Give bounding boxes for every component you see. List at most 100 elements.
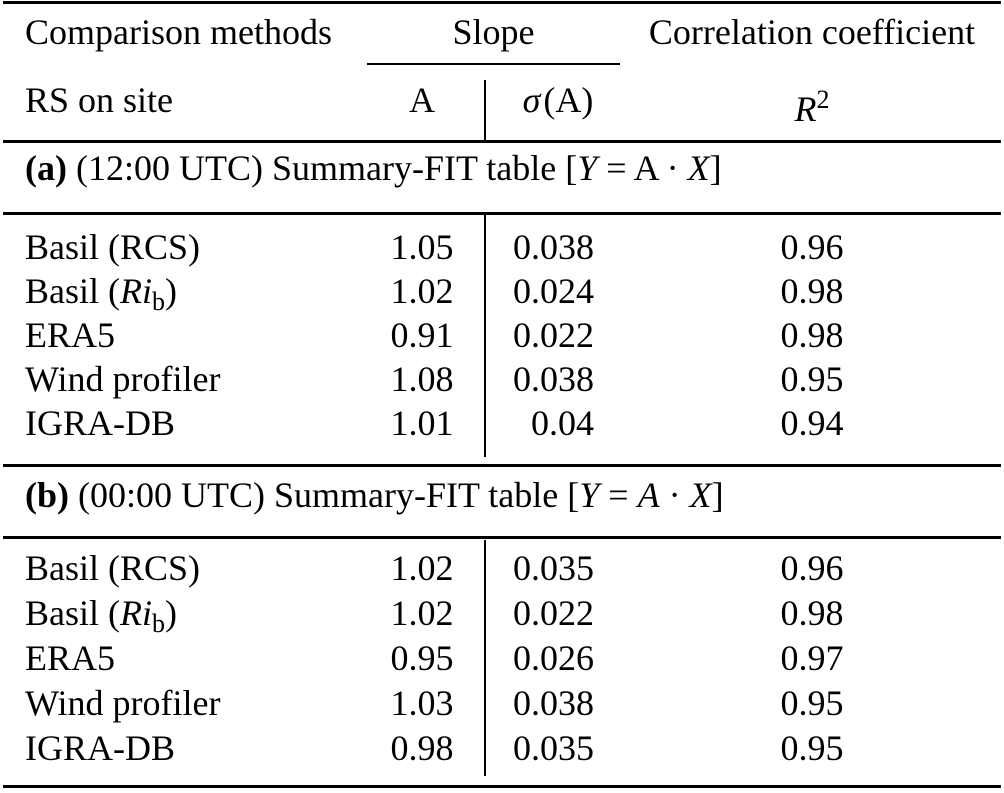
method-italic: Ri	[120, 593, 152, 633]
section-a-title-text: (a) (12:00 UTC) Summary-FIT table [Y = A…	[25, 146, 985, 190]
header-row-columns: RS on site A σ(A) R2	[0, 78, 1004, 129]
method-cell: Basil (Rib)	[25, 269, 365, 316]
header-col-sigma-a: σ(A)	[484, 78, 632, 122]
slope-a-value: 1.01	[390, 403, 454, 443]
section-b-title-post: ]	[711, 475, 724, 515]
slope-a-value: 1.02	[390, 548, 454, 588]
method-text: ERA5	[25, 315, 115, 355]
slope-a-value: 1.03	[390, 683, 454, 723]
sigma-a-value: 0.022	[513, 315, 594, 355]
sigma-a-value: 0.038	[513, 227, 594, 267]
formula-dot: ·	[659, 475, 690, 515]
slope-a-value: 1.02	[390, 271, 454, 311]
formula-y: Y	[579, 475, 600, 515]
section-a-title-post: ]	[709, 148, 722, 188]
section-b-title-pre: (00:00 UTC) Summary-FIT table [	[69, 475, 580, 515]
column-divider-section-a	[483, 215, 486, 457]
method-cell: IGRA-DB	[25, 726, 365, 770]
sigma-a-value: 0.026	[513, 638, 594, 678]
r-squared-value: 0.98	[780, 271, 844, 311]
slope-a-value: 1.08	[390, 359, 454, 399]
method-text: Wind profiler	[25, 683, 221, 723]
sigma-symbol: σ	[522, 80, 541, 120]
section-a-title: (a) (12:00 UTC) Summary-FIT table [Y = A…	[0, 146, 1004, 190]
rule-bottom	[3, 785, 1001, 788]
method-cell: ERA5	[25, 313, 365, 357]
method-text: Basil (	[25, 271, 120, 311]
column-divider-section-b	[483, 540, 486, 776]
formula-eq: =	[597, 148, 634, 188]
formula-x: X	[687, 148, 710, 188]
method-cell: Basil (RCS)	[25, 546, 365, 590]
slope-a-value: 0.95	[390, 638, 454, 678]
rule-below-section-b-title	[3, 536, 1001, 539]
r-squared-value: 0.97	[780, 638, 844, 678]
table-row: IGRA-DB 1.01 0.04 0.94	[0, 401, 1004, 445]
table-row: Basil (Rib) 1.02 0.024 0.98	[0, 269, 1004, 316]
table-row: Basil (RCS) 1.05 0.038 0.96	[0, 225, 1004, 269]
table-row: ERA5 0.91 0.022 0.98	[0, 313, 1004, 357]
formula-a: A	[637, 475, 660, 515]
sigma-a-value: 0.024	[513, 271, 594, 311]
formula-dot: ·	[657, 148, 688, 188]
method-text: Basil (RCS)	[25, 548, 201, 588]
sigma-a-value: 0.035	[513, 728, 594, 768]
r-squared-value: 0.94	[780, 403, 844, 443]
r-squared-value: 0.96	[780, 227, 844, 267]
table-row: Wind profiler 1.03 0.038 0.95	[0, 681, 1004, 725]
method-text: ERA5	[25, 638, 115, 678]
column-divider-header	[483, 80, 486, 140]
slope-a-value: 0.98	[390, 728, 454, 768]
sigma-a-value: 0.035	[513, 548, 594, 588]
header-rs-on-site: RS on site	[25, 80, 174, 120]
header-slope: Slope	[452, 12, 535, 52]
method-cell: Basil (Rib)	[25, 591, 365, 638]
table-row: IGRA-DB 0.98 0.035 0.95	[0, 726, 1004, 770]
sigma-a-value: 0.022	[513, 593, 594, 633]
formula-eq: =	[599, 475, 638, 515]
method-subscript: b	[152, 609, 165, 638]
method-post: )	[165, 593, 177, 633]
section-b-title: (b) (00:00 UTC) Summary-FIT table [Y = A…	[0, 473, 1004, 517]
formula-y: Y	[577, 148, 598, 188]
method-text: Wind profiler	[25, 359, 221, 399]
r-squared-value: 0.98	[780, 315, 844, 355]
header-comparison-methods: Comparison methods	[25, 12, 332, 52]
r-squared-value: 0.95	[780, 728, 844, 768]
sigma-arg: (A)	[543, 80, 594, 120]
section-b-title-text: (b) (00:00 UTC) Summary-FIT table [Y = A…	[25, 473, 985, 517]
method-italic: Ri	[120, 271, 152, 311]
slope-a-value: 1.05	[390, 227, 454, 267]
method-cell: IGRA-DB	[25, 401, 365, 445]
slope-underline	[367, 63, 620, 65]
method-text: IGRA-DB	[25, 403, 175, 443]
table-row: Basil (RCS) 1.02 0.035 0.96	[0, 546, 1004, 590]
rule-top	[3, 1, 1001, 4]
table-row: Basil (Rib) 1.02 0.022 0.98	[0, 591, 1004, 638]
r-exponent: 2	[816, 85, 830, 114]
method-cell: Wind profiler	[25, 681, 365, 725]
r-squared-value: 0.96	[780, 548, 844, 588]
method-post: )	[165, 271, 177, 311]
method-cell: ERA5	[25, 636, 365, 680]
sigma-a-value: 0.04	[531, 403, 594, 443]
method-subscript: b	[152, 287, 165, 316]
section-b-tag: (b)	[25, 475, 69, 515]
sigma-a-value: 0.038	[513, 683, 594, 723]
method-text: IGRA-DB	[25, 728, 175, 768]
table-row: Wind profiler 1.08 0.038 0.95	[0, 357, 1004, 401]
method-cell: Wind profiler	[25, 357, 365, 401]
header-col-a: A	[409, 80, 435, 120]
sigma-a-value: 0.038	[513, 359, 594, 399]
r-squared-value: 0.95	[780, 359, 844, 399]
rule-below-section-a-data	[3, 464, 1001, 467]
r-symbol: R	[794, 89, 817, 129]
section-a-title-pre: (12:00 UTC) Summary-FIT table [	[66, 148, 578, 188]
formula-x: X	[689, 475, 712, 515]
header-correlation-coefficient: Correlation coefficient	[648, 12, 976, 52]
section-a-tag: (a)	[25, 148, 67, 188]
method-text: Basil (RCS)	[25, 227, 201, 267]
method-cell: Basil (RCS)	[25, 225, 365, 269]
formula-a: A	[633, 148, 658, 188]
